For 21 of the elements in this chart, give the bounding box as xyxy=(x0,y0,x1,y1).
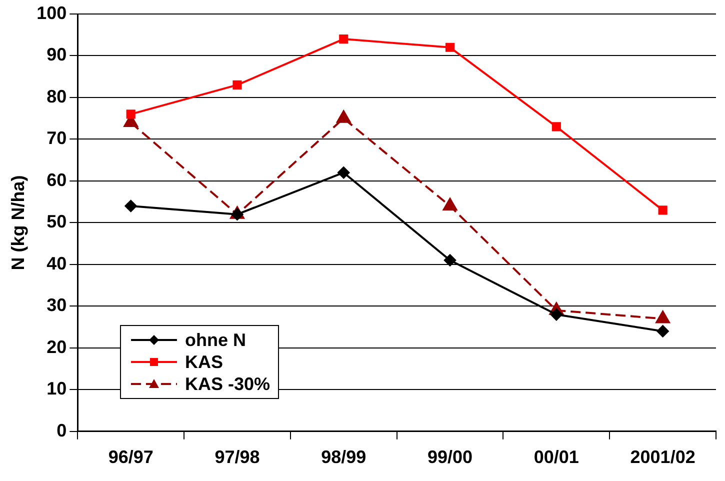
y-tick-label: 40 xyxy=(46,253,67,274)
y-tick-label: 90 xyxy=(46,44,67,65)
x-tick-label: 00/01 xyxy=(534,447,579,468)
x-tick-label: 98/99 xyxy=(321,447,366,468)
y-tick-label: 100 xyxy=(36,2,67,23)
legend-label: KAS xyxy=(185,351,224,373)
y-tick-label: 50 xyxy=(46,212,67,232)
legend-label: ohne N xyxy=(185,329,246,351)
y-tick-label: 80 xyxy=(46,86,67,106)
legend-label: KAS -30% xyxy=(185,373,270,395)
x-tick-label: 2001/02 xyxy=(630,447,696,468)
y-tick-label: 20 xyxy=(46,336,67,357)
x-tick-label: 97/98 xyxy=(214,447,260,468)
y-tick-label: 60 xyxy=(46,170,67,190)
x-tick-label: 96/97 xyxy=(108,447,154,468)
y-tick-label: 30 xyxy=(46,295,67,316)
y-axis-title: N (kg N/ha) xyxy=(8,175,28,270)
y-tick-label: 10 xyxy=(46,378,67,399)
x-tick-label: 99/00 xyxy=(427,447,473,468)
y-tick-label: 70 xyxy=(46,128,67,148)
y-tick-label: 0 xyxy=(56,420,67,440)
